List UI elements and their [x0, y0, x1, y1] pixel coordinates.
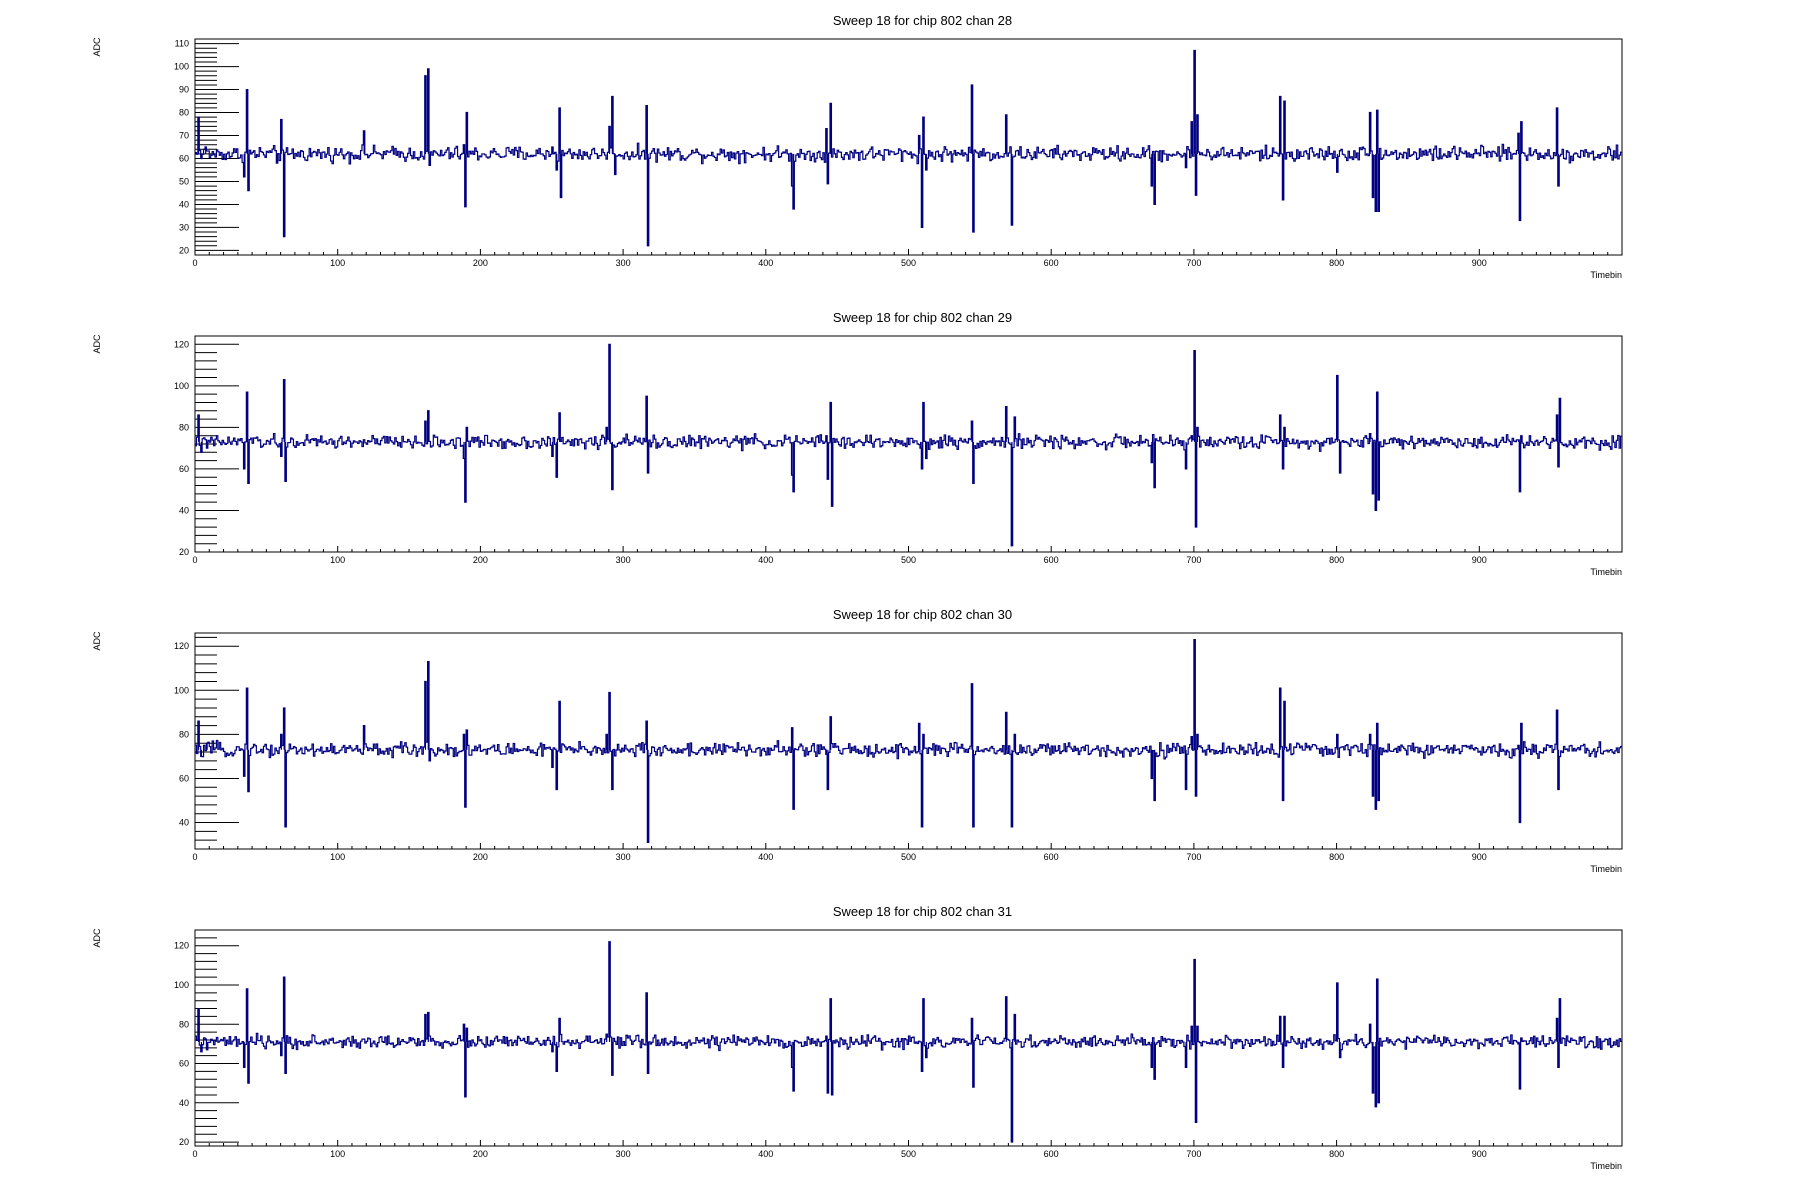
y-tick-label: 20	[179, 1137, 189, 1147]
x-axis-label: Timebin	[1590, 864, 1622, 874]
y-tick-label: 100	[174, 685, 189, 695]
x-tick-label: 700	[1186, 555, 1201, 565]
x-tick-label: 300	[616, 1149, 631, 1159]
y-tick-label: 80	[179, 108, 189, 118]
x-tick-label: 200	[473, 555, 488, 565]
chart-panel-2: Sweep 18 for chip 802 chan 30 ADC Timebin 4…	[92, 607, 1623, 874]
chart-title: Sweep 18 for chip 802 chan 30	[833, 607, 1012, 622]
y-tick-label: 60	[179, 464, 189, 474]
x-axis-label: Timebin	[1590, 567, 1622, 577]
x-tick-label: 700	[1186, 1149, 1201, 1159]
y-tick-label: 60	[179, 773, 189, 783]
y-tick-label: 60	[179, 1059, 189, 1069]
y-tick-label: 80	[179, 729, 189, 739]
y-axis-label: ADC	[92, 37, 102, 57]
x-tick-label: 100	[330, 852, 345, 862]
x-tick-label: 800	[1329, 258, 1344, 268]
chart-panel-0: Sweep 18 for chip 802 chan 28 ADC Timebin 2…	[92, 13, 1623, 280]
x-tick-label: 0	[192, 852, 197, 862]
y-tick-label: 60	[179, 153, 189, 163]
x-tick-label: 500	[901, 852, 916, 862]
x-tick-label: 500	[901, 258, 916, 268]
x-tick-label: 600	[1044, 852, 1059, 862]
x-tick-label: 800	[1329, 555, 1344, 565]
chart-title: Sweep 18 for chip 802 chan 31	[833, 904, 1012, 919]
x-tick-label: 600	[1044, 258, 1059, 268]
y-tick-label: 120	[174, 941, 189, 951]
y-tick-label: 40	[179, 505, 189, 515]
y-tick-label: 90	[179, 85, 189, 95]
adc-trace-line	[195, 941, 1622, 1143]
x-tick-label: 400	[758, 258, 773, 268]
y-tick-label: 80	[179, 422, 189, 432]
x-tick-label: 100	[330, 258, 345, 268]
y-tick-label: 40	[179, 1098, 189, 1108]
x-tick-label: 400	[758, 555, 773, 565]
y-tick-label: 80	[179, 1019, 189, 1029]
x-tick-label: 900	[1472, 555, 1487, 565]
y-tick-label: 50	[179, 176, 189, 186]
x-tick-label: 600	[1044, 555, 1059, 565]
y-tick-label: 30	[179, 222, 189, 232]
x-tick-label: 200	[473, 1149, 488, 1159]
x-tick-label: 600	[1044, 1149, 1059, 1159]
x-tick-label: 100	[330, 555, 345, 565]
chart-title: Sweep 18 for chip 802 chan 28	[833, 13, 1012, 28]
x-tick-label: 400	[758, 1149, 773, 1159]
x-tick-label: 700	[1186, 258, 1201, 268]
y-tick-label: 120	[174, 641, 189, 651]
adc-trace-line	[195, 639, 1622, 843]
x-tick-label: 200	[473, 258, 488, 268]
x-tick-label: 0	[192, 555, 197, 565]
x-axis-label: Timebin	[1590, 270, 1622, 280]
x-axis-label: Timebin	[1590, 1161, 1622, 1171]
x-tick-label: 800	[1329, 852, 1344, 862]
y-tick-label: 100	[174, 381, 189, 391]
y-tick-label: 40	[179, 199, 189, 209]
x-tick-label: 300	[616, 258, 631, 268]
chart-title: Sweep 18 for chip 802 chan 29	[833, 310, 1012, 325]
x-tick-label: 900	[1472, 1149, 1487, 1159]
y-axis-label: ADC	[92, 334, 102, 354]
y-tick-label: 20	[179, 547, 189, 557]
adc-trace-line	[195, 343, 1622, 547]
y-tick-label: 70	[179, 131, 189, 141]
plot-frame	[194, 632, 1623, 850]
y-tick-label: 40	[179, 818, 189, 828]
y-axis-label: ADC	[92, 928, 102, 948]
y-tick-label: 100	[174, 980, 189, 990]
x-tick-label: 900	[1472, 852, 1487, 862]
adc-trace-line	[195, 49, 1622, 247]
x-tick-label: 300	[616, 555, 631, 565]
x-tick-label: 0	[192, 258, 197, 268]
x-tick-label: 400	[758, 852, 773, 862]
x-tick-label: 500	[901, 1149, 916, 1159]
x-tick-label: 100	[330, 1149, 345, 1159]
chart-panel-1: Sweep 18 for chip 802 chan 29 ADC Timebin 2…	[92, 310, 1623, 577]
x-tick-label: 500	[901, 555, 916, 565]
x-tick-label: 200	[473, 852, 488, 862]
x-tick-label: 800	[1329, 1149, 1344, 1159]
x-tick-label: 300	[616, 852, 631, 862]
y-axis-label: ADC	[92, 631, 102, 651]
plot-frame	[194, 38, 1623, 256]
chart-panel-3: Sweep 18 for chip 802 chan 31 ADC Timebin 2…	[92, 904, 1623, 1171]
y-tick-label: 120	[174, 339, 189, 349]
y-tick-label: 100	[174, 62, 189, 72]
y-tick-label: 110	[175, 39, 189, 49]
y-tick-label: 20	[179, 245, 189, 255]
x-tick-label: 0	[192, 1149, 197, 1159]
x-tick-label: 900	[1472, 258, 1487, 268]
x-tick-label: 700	[1186, 852, 1201, 862]
